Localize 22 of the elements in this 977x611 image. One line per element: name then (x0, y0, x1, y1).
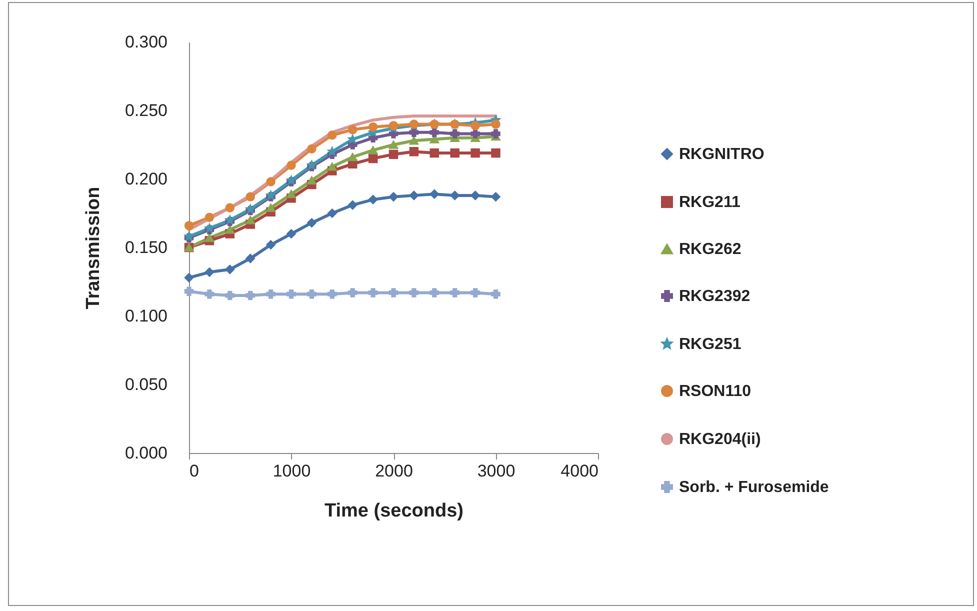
y-tick-label: 0.250 (124, 101, 168, 120)
legend-label: RKG211 (679, 194, 740, 211)
x-axis-title: Time (seconds) (324, 500, 464, 522)
y-tick-label: 0.300 (124, 32, 168, 52)
y-tick-label: 0.050 (124, 375, 168, 394)
y-tick-label: 0.000 (124, 444, 168, 462)
x-tick-label: 4000 (560, 462, 598, 480)
legend-label: RKG204(ii) (679, 431, 761, 448)
legend-label: Sorb. + Furosemide (679, 479, 829, 496)
x-tick-label: 1000 (272, 462, 311, 480)
legend-label: RSON110 (679, 383, 752, 400)
legend-label: RKG251 (679, 336, 742, 353)
legend-label: RKG2392 (679, 288, 750, 305)
y-axis-title: Transmission (82, 186, 104, 310)
y-tick-label: 0.150 (124, 238, 168, 257)
x-tick-label: 0 (190, 462, 199, 480)
y-tick-label: 0.200 (124, 170, 168, 188)
x-tick-label: 3000 (477, 462, 516, 480)
y-tick-label: 0.100 (124, 306, 168, 326)
legend-label: RKGNITRO (679, 146, 764, 163)
legend-label: RKG262 (679, 241, 742, 258)
x-tick-label: 2000 (375, 462, 413, 480)
